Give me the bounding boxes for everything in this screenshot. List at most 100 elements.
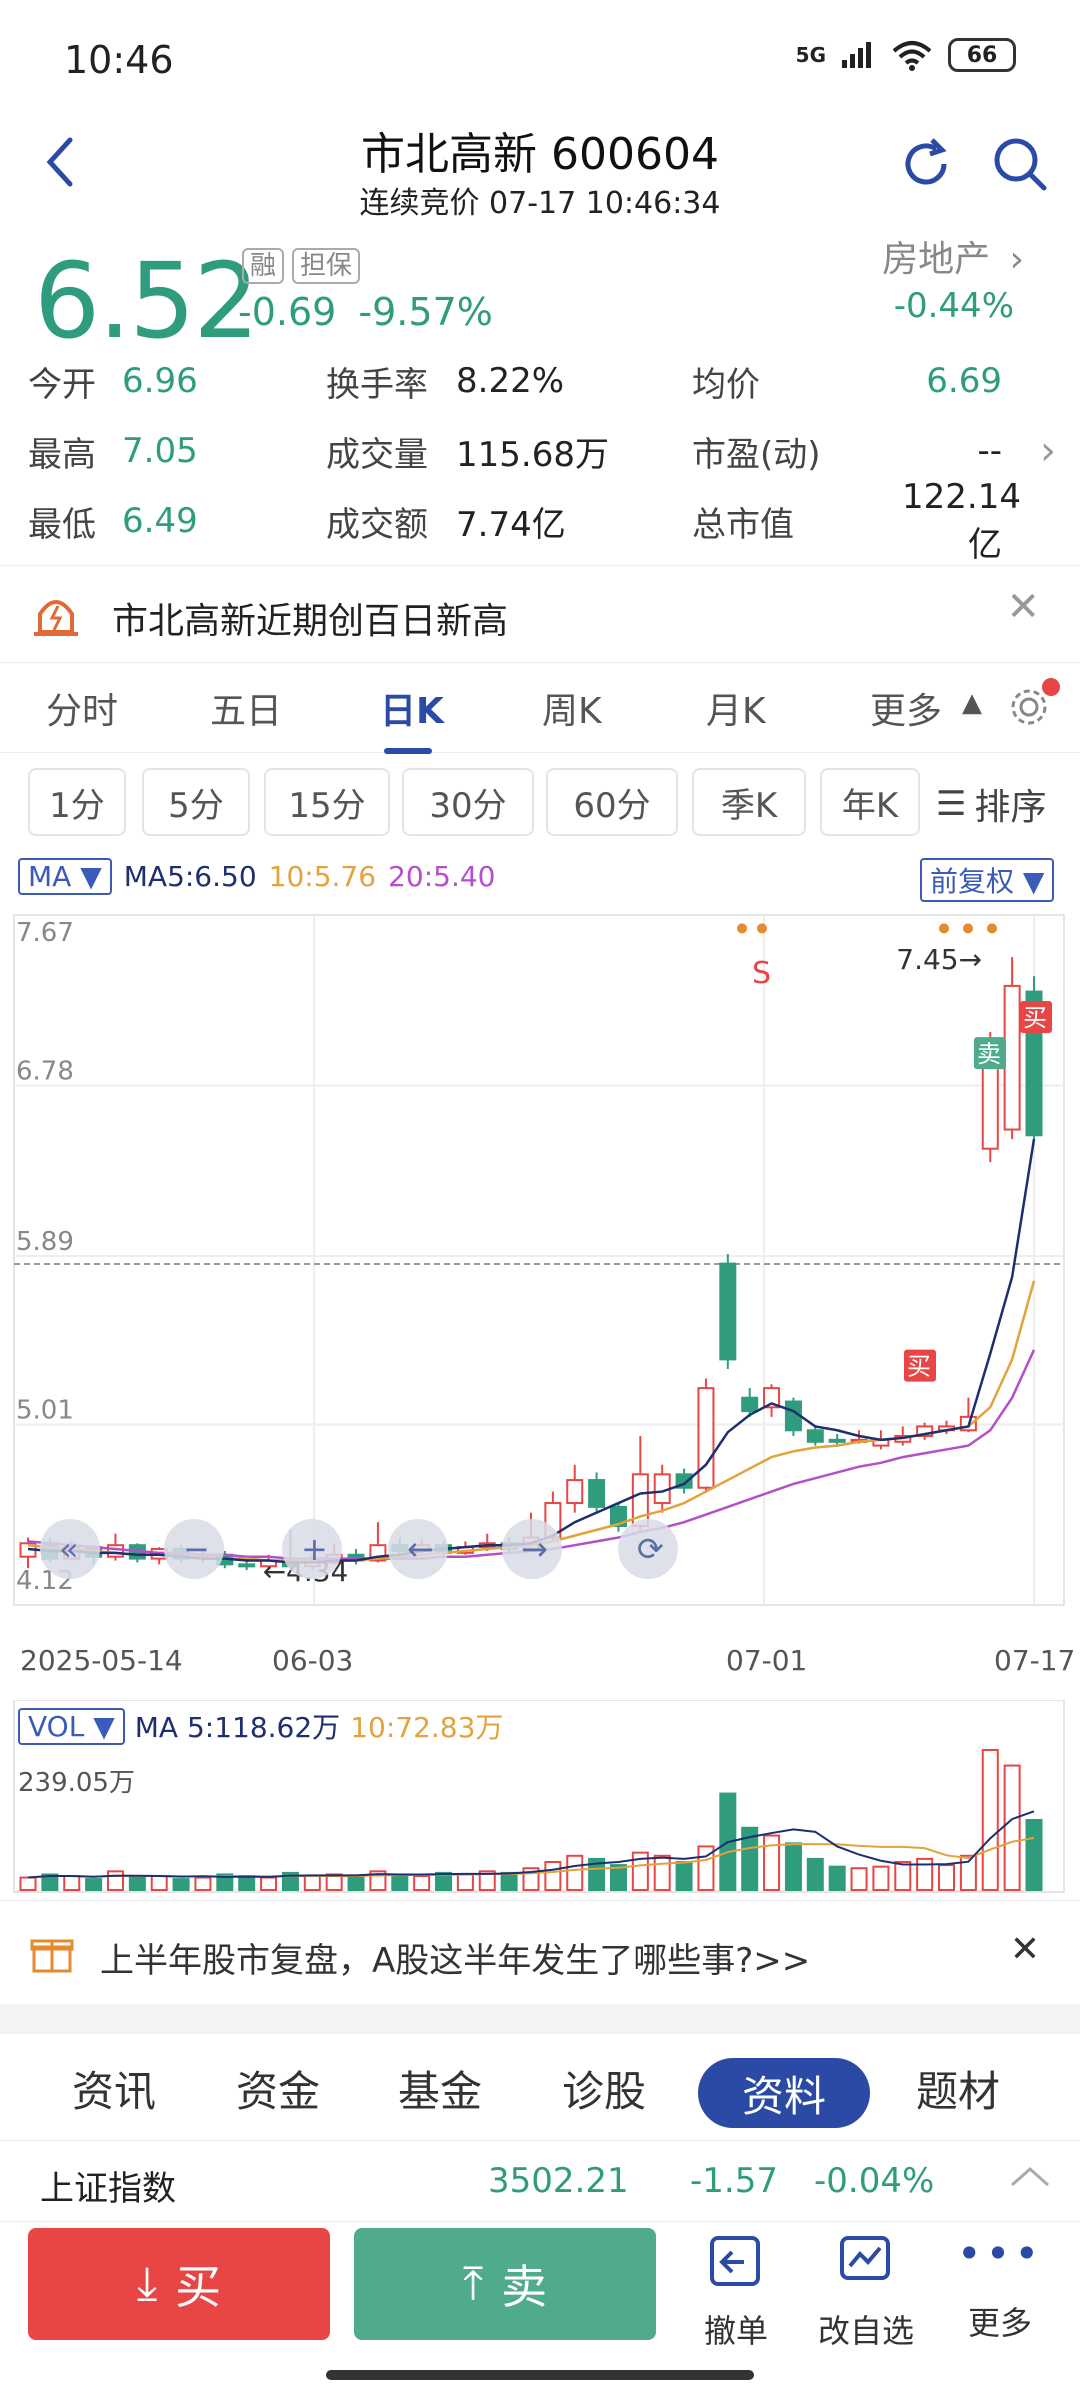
- stats-row: 最低 6.49 成交额 7.74亿 总市值 122.14亿: [28, 477, 1038, 565]
- volume-bar: [741, 1826, 759, 1891]
- vol-ma5: MA 5:118.62万: [134, 1711, 341, 1744]
- chart-control-icon: ⟳: [637, 1530, 664, 1568]
- chevron-right-icon[interactable]: ›: [1040, 428, 1056, 474]
- tab-monthly-k[interactable]: 月K: [706, 691, 766, 732]
- change-value: -0.69: [238, 290, 337, 334]
- candle-body: [238, 1563, 256, 1568]
- ma5-value: MA5:6.50: [123, 860, 257, 893]
- tab-news[interactable]: 资讯: [72, 2067, 157, 2116]
- sell-signal: 卖: [977, 1040, 1001, 1068]
- period-yearly[interactable]: 年K: [820, 768, 920, 836]
- adjust-label: 前复权: [930, 865, 1015, 898]
- close-icon[interactable]: ✕: [1006, 584, 1040, 630]
- change-pct: -9.57%: [358, 290, 493, 334]
- stat-label: 总市值: [692, 504, 794, 545]
- stat-value: --: [977, 431, 1002, 471]
- volume-chart[interactable]: [0, 1700, 1080, 1895]
- price-change: -0.69 -9.57%: [238, 290, 493, 334]
- chart-control-icon: «: [59, 1530, 79, 1568]
- stat-label: 最低: [28, 504, 96, 545]
- tab-themes[interactable]: 题材: [916, 2067, 1001, 2116]
- period-30min[interactable]: 30分: [402, 768, 534, 836]
- back-button[interactable]: [40, 132, 90, 192]
- stat-value: 7.05: [122, 431, 198, 471]
- period-15min[interactable]: 15分: [264, 768, 390, 836]
- price-tick: 6.78: [16, 1056, 74, 1086]
- buy-signal: 买: [907, 1353, 931, 1381]
- ma20-value: 20:5.40: [388, 860, 496, 893]
- vol-legend: VOL ▼ MA 5:118.62万 10:72.83万: [18, 1706, 503, 1746]
- volume-bar: [675, 1861, 693, 1891]
- collateral-tag: 担保: [292, 248, 361, 284]
- more-button[interactable]: ••• 更多: [940, 2229, 1060, 2344]
- chart-control-button: [502, 1519, 562, 1579]
- signal-dot: [757, 923, 767, 934]
- watchlist-icon: [840, 2236, 890, 2280]
- more-dots-icon: •••: [956, 2229, 1044, 2278]
- candle-body: [828, 1438, 846, 1443]
- vol-selector[interactable]: VOL ▼: [18, 1707, 125, 1745]
- search-button[interactable]: [990, 134, 1050, 194]
- promo-banner[interactable]: 上半年股市复盘，A股这半年发生了哪些事?>> ✕: [0, 1900, 1080, 2005]
- period-quarterly[interactable]: 季K: [692, 768, 806, 836]
- tab-weekly-k[interactable]: 周K: [542, 691, 602, 732]
- date-axis: 2025-05-14 06-03 07-01 07-17: [0, 1640, 1080, 1684]
- candle-body: [741, 1396, 759, 1413]
- chevron-up-icon[interactable]: [1008, 2157, 1052, 2206]
- ma-legend: MA ▼ MA5:6.50 10:5.76 20:5.40: [18, 858, 495, 895]
- volume-bar: [194, 1876, 212, 1892]
- tab-profile[interactable]: 资料: [698, 2058, 870, 2128]
- candle-body: [588, 1479, 606, 1508]
- period-5min[interactable]: 5分: [142, 768, 250, 836]
- buy-button[interactable]: ⤓ 买: [28, 2228, 330, 2340]
- tab-timeshare[interactable]: 分时: [46, 691, 119, 732]
- chart-control-icon: →: [521, 1530, 548, 1568]
- ma-selector[interactable]: MA ▼: [18, 858, 112, 895]
- candle-body: [106, 1544, 124, 1558]
- section-divider: [0, 2004, 1080, 2034]
- date-label: 2025-05-14: [20, 1644, 183, 1677]
- close-icon[interactable]: ✕: [1009, 1929, 1040, 1970]
- tab-diagnosis[interactable]: 诊股: [562, 2067, 647, 2116]
- tab-daily-k[interactable]: 日K: [380, 691, 444, 732]
- refresh-button[interactable]: [896, 134, 956, 194]
- ma10-value: 10:5.76: [268, 860, 377, 893]
- buy-label: 买: [175, 2260, 222, 2314]
- chart-control-button: [388, 1519, 448, 1579]
- volume-bar: [478, 1870, 496, 1891]
- candle-body: [916, 1425, 934, 1438]
- tab-more[interactable]: 更多: [870, 691, 943, 732]
- candle-body: [1003, 984, 1021, 1131]
- home-indicator: [326, 2370, 754, 2380]
- watchlist-button[interactable]: 改自选: [806, 2234, 926, 2352]
- period-60min[interactable]: 60分: [546, 768, 678, 836]
- sort-button[interactable]: ☰ 排序: [936, 778, 1047, 830]
- settings-button[interactable]: [1004, 678, 1060, 736]
- buy-arrow-icon: ⤓: [136, 2256, 158, 2310]
- status-bar: 10:46 5G 66: [0, 0, 1080, 118]
- cancel-order-button[interactable]: 撤单: [676, 2234, 796, 2352]
- tab-funds[interactable]: 基金: [398, 2067, 483, 2116]
- search-icon: [994, 138, 1047, 191]
- alert-banner[interactable]: 市北高新近期创百日新高 ✕: [0, 565, 1080, 663]
- chart-control-button: [618, 1519, 678, 1579]
- index-ticker[interactable]: 上证指数 3502.21 -1.57 -0.04%: [0, 2140, 1080, 2222]
- volume-bar: [172, 1878, 190, 1892]
- stat-value: 122.14亿: [902, 476, 1021, 565]
- current-price: 6.52: [34, 240, 260, 362]
- volume-bar: [1003, 1764, 1021, 1891]
- tab-funds-flow[interactable]: 资金: [236, 2067, 321, 2116]
- stat-label: 今开: [28, 364, 96, 405]
- volume-bar: [260, 1876, 278, 1892]
- signal-dot: [939, 923, 949, 934]
- sell-button[interactable]: ⤒ 卖: [354, 2228, 656, 2340]
- sector-link[interactable]: 房地产 ›: [882, 230, 1024, 282]
- period-1min[interactable]: 1分: [28, 768, 126, 836]
- volume-bar: [456, 1873, 474, 1891]
- volume-bar: [544, 1861, 562, 1891]
- alarm-icon: [34, 600, 78, 636]
- tab-5day[interactable]: 五日: [210, 691, 283, 732]
- adjust-selector[interactable]: 前复权 ▼: [920, 858, 1055, 902]
- volume-bar: [19, 1876, 37, 1892]
